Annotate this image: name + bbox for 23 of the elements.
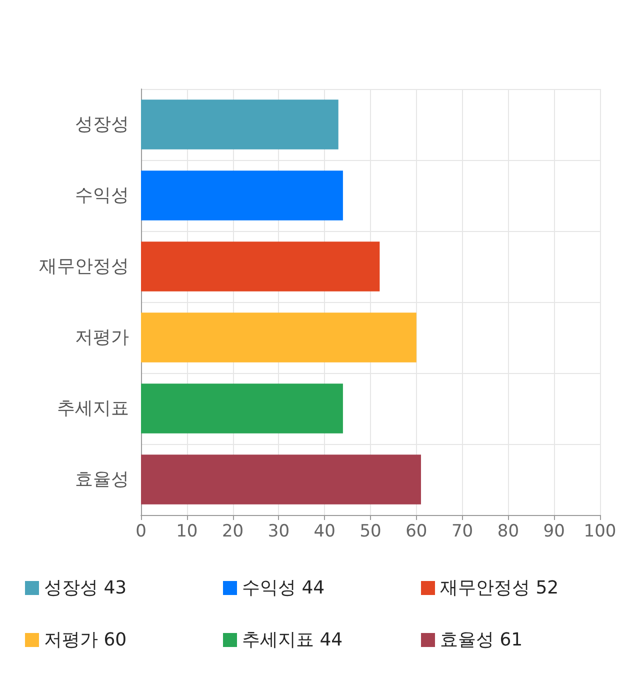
legend-label: 재무안정성 52 xyxy=(440,578,559,598)
y-tick-label: 추세지표 xyxy=(57,398,129,419)
legend-label: 수익성 44 xyxy=(242,578,325,598)
x-tick-label: 20 xyxy=(222,522,244,542)
legend-label: 성장성 43 xyxy=(44,578,127,598)
x-tick-label: 0 xyxy=(136,522,146,542)
y-tick-label: 효율성 xyxy=(75,469,129,490)
x-tick-label: 80 xyxy=(497,522,520,542)
y-tick-label: 저평가 xyxy=(75,327,129,348)
x-tick-label: 90 xyxy=(543,522,565,542)
legend-label: 추세지표 44 xyxy=(242,630,343,650)
x-tick-label: 10 xyxy=(176,522,198,542)
x-tick-label: 40 xyxy=(314,522,336,542)
x-tick-label: 70 xyxy=(451,522,474,542)
x-tick-label: 60 xyxy=(406,522,428,542)
x-tick-label: 50 xyxy=(360,522,382,542)
x-tick-label: 30 xyxy=(268,522,290,542)
y-tick-label: 재무안정성 xyxy=(39,256,129,277)
y-tick-label: 성장성 xyxy=(75,114,129,135)
legend-label: 효율성 61 xyxy=(440,630,523,650)
legend-label: 저평가 60 xyxy=(44,630,127,650)
x-tick-label: 100 xyxy=(584,522,616,542)
y-tick-label: 수익성 xyxy=(75,185,129,206)
